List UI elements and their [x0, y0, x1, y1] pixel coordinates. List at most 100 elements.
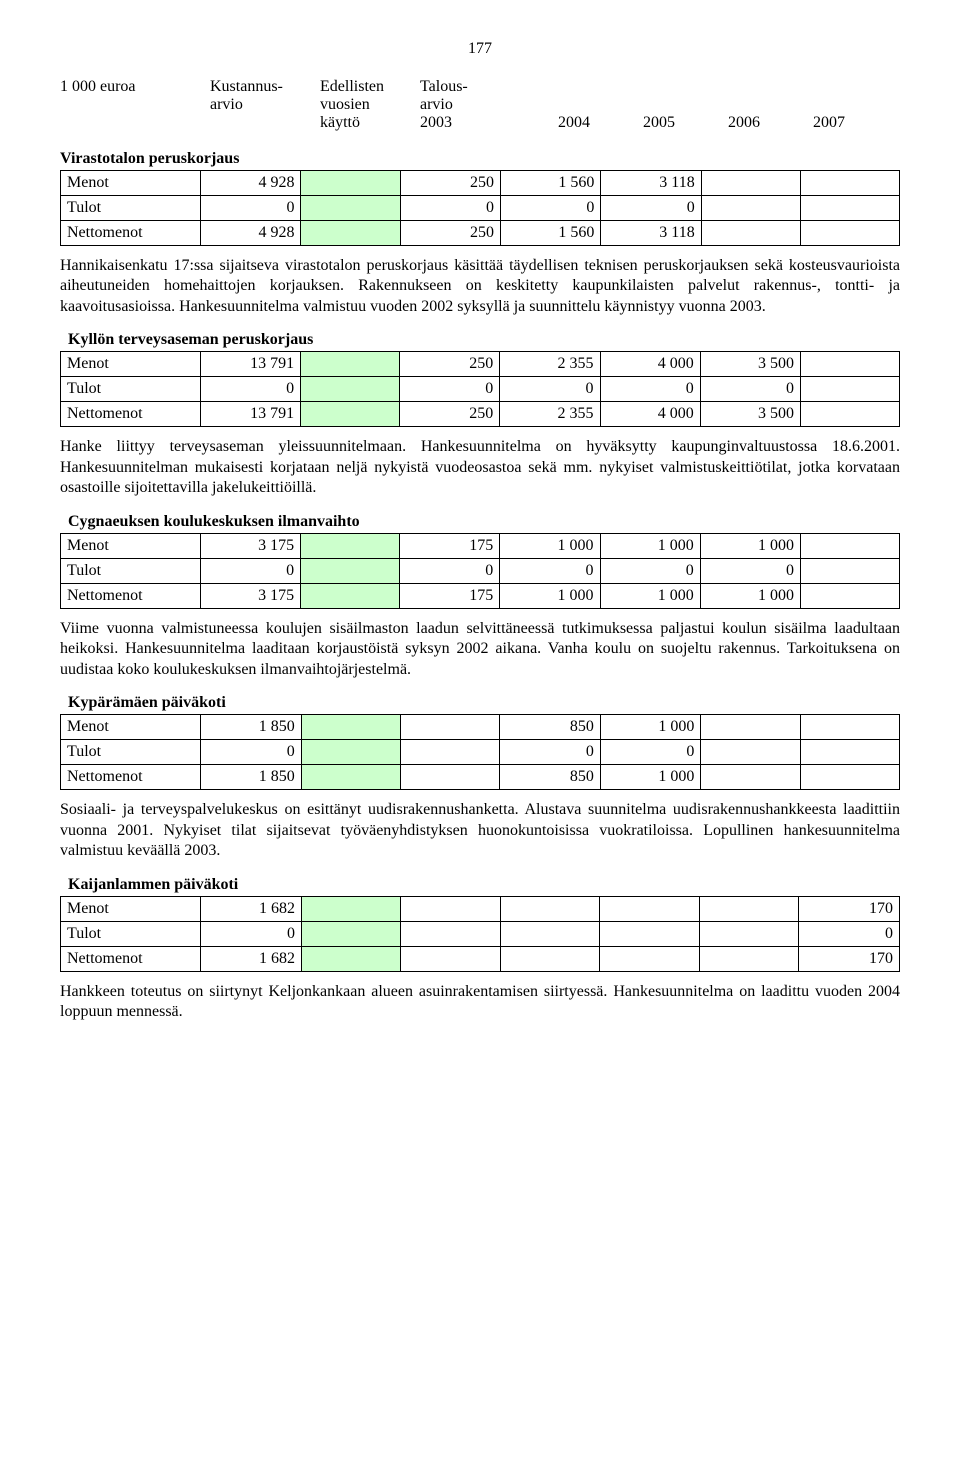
header-talous-b: arvio	[420, 96, 505, 114]
cell	[401, 740, 500, 765]
cell: 0	[700, 377, 800, 402]
cell: 1 560	[500, 221, 600, 246]
table-row: Nettomenot 13 791 250 2 355 4 000 3 500	[61, 402, 900, 427]
table-kyllon: Menot 13 791 250 2 355 4 000 3 500 Tulot…	[60, 351, 900, 427]
cell	[701, 221, 800, 246]
table-row: Tulot 0 0 0 0 0	[61, 377, 900, 402]
cell	[801, 377, 900, 402]
cell: 13 791	[200, 402, 300, 427]
cell	[701, 765, 800, 790]
cell	[401, 921, 500, 946]
cell: 1 682	[201, 896, 302, 921]
cell: 1 000	[500, 583, 600, 608]
section-title-kaijanlammen: Kaijanlammen päiväkoti	[60, 876, 900, 894]
cell	[301, 533, 400, 558]
cell: 250	[400, 171, 500, 196]
cell: 4 000	[600, 352, 700, 377]
cell: 0	[600, 740, 701, 765]
cell	[301, 583, 400, 608]
table-row: Nettomenot 1 850 850 1 000	[61, 765, 900, 790]
cell: 0	[200, 558, 300, 583]
row-label: Menot	[61, 896, 201, 921]
table-cygnaeus: Menot 3 175 175 1 000 1 000 1 000 Tulot …	[60, 533, 900, 609]
cell: 0	[500, 558, 600, 583]
row-label: Tulot	[61, 196, 201, 221]
table-row: Menot 13 791 250 2 355 4 000 3 500	[61, 352, 900, 377]
cell: 3 118	[601, 171, 701, 196]
section-title-kyllon: Kyllön terveysaseman peruskorjaus	[60, 331, 900, 349]
cell	[500, 921, 599, 946]
header-2006: 2006	[675, 114, 760, 132]
cell: 175	[400, 583, 500, 608]
cell: 250	[400, 221, 500, 246]
table-kyparamaen: Menot 1 850 850 1 000 Tulot 0 0 0 Nettom…	[60, 714, 900, 790]
cell: 0	[600, 377, 700, 402]
cell	[500, 946, 599, 971]
row-label: Nettomenot	[61, 765, 201, 790]
cell: 250	[400, 402, 500, 427]
section-title-kyparamaen: Kypärämäen päiväkoti	[60, 694, 900, 712]
cell	[801, 402, 900, 427]
header-edellisten-a: Edellisten	[320, 78, 420, 96]
table-row: Nettomenot 1 682 170	[61, 946, 900, 971]
cell	[301, 946, 400, 971]
header-unit: 1 000 euroa	[60, 78, 210, 96]
cell: 0	[600, 558, 700, 583]
cell	[800, 196, 899, 221]
cell	[600, 896, 699, 921]
cell: 850	[500, 715, 601, 740]
cell	[701, 196, 800, 221]
table-row: Tulot 0 0	[61, 921, 900, 946]
cell	[301, 896, 400, 921]
header-edellisten-b: vuosien	[320, 96, 420, 114]
cell	[401, 715, 500, 740]
cell: 1 000	[600, 715, 701, 740]
cell	[801, 583, 900, 608]
row-label: Nettomenot	[61, 946, 201, 971]
cell	[699, 921, 798, 946]
cell	[701, 740, 800, 765]
cell	[301, 221, 400, 246]
table-virastotalo: Menot 4 928 250 1 560 3 118 Tulot 0 0 0 …	[60, 170, 900, 246]
header-2007: 2007	[760, 114, 845, 132]
cell	[600, 921, 699, 946]
cell: 0	[400, 377, 500, 402]
cell: 0	[500, 740, 601, 765]
cell: 4 928	[201, 221, 301, 246]
cell	[800, 715, 899, 740]
cell: 0	[700, 558, 800, 583]
cell: 3 175	[200, 583, 300, 608]
cell	[800, 765, 899, 790]
cell	[301, 196, 400, 221]
cell	[800, 740, 899, 765]
cell	[301, 765, 400, 790]
cell: 3 500	[700, 352, 800, 377]
row-label: Tulot	[61, 740, 201, 765]
cell	[401, 765, 500, 790]
cell	[701, 171, 800, 196]
cell: 0	[400, 196, 500, 221]
cell	[800, 221, 899, 246]
row-label: Nettomenot	[61, 221, 201, 246]
cell: 0	[200, 377, 300, 402]
table-row: Tulot 0 0 0 0 0	[61, 558, 900, 583]
cell: 4 928	[201, 171, 301, 196]
cell: 0	[799, 921, 900, 946]
cell: 1 682	[201, 946, 302, 971]
cell	[500, 896, 599, 921]
table-row: Menot 4 928 250 1 560 3 118	[61, 171, 900, 196]
page-number: 177	[60, 40, 900, 58]
cell: 1 000	[600, 583, 700, 608]
row-label: Tulot	[61, 558, 201, 583]
paragraph-cygnaeus: Viime vuonna valmistuneessa koulujen sis…	[60, 619, 900, 680]
cell	[801, 558, 900, 583]
cell: 1 000	[700, 583, 800, 608]
cell: 1 850	[201, 765, 302, 790]
cell	[600, 946, 699, 971]
table-row: Tulot 0 0 0	[61, 740, 900, 765]
cell: 1 850	[201, 715, 302, 740]
header-kustannus-a: Kustannus-	[210, 78, 320, 96]
cell: 0	[601, 196, 701, 221]
cell	[301, 558, 400, 583]
paragraph-kyparamaen: Sosiaali- ja terveyspalvelukeskus on esi…	[60, 800, 900, 861]
